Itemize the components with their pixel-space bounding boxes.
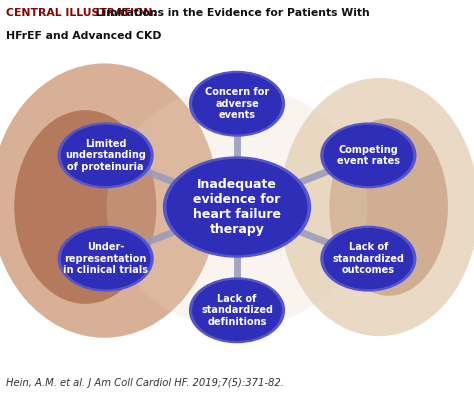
Text: Under-
representation
in clinical trials: Under- representation in clinical trials — [63, 242, 148, 275]
Circle shape — [62, 229, 150, 289]
Circle shape — [324, 125, 412, 185]
Text: Hein, A.M. et al. J Am Coll Cardiol HF. 2019;7(5):371-82.: Hein, A.M. et al. J Am Coll Cardiol HF. … — [6, 378, 284, 388]
Circle shape — [190, 278, 284, 343]
Text: Concern for
adverse
events: Concern for adverse events — [205, 87, 269, 120]
Ellipse shape — [280, 78, 474, 336]
Circle shape — [193, 74, 281, 134]
Circle shape — [190, 71, 284, 136]
Text: Limited
understanding
of proteinuria: Limited understanding of proteinuria — [65, 139, 146, 172]
Ellipse shape — [329, 118, 448, 296]
Text: Inadequate
evidence for
heart failure
therapy: Inadequate evidence for heart failure th… — [193, 178, 281, 236]
Circle shape — [62, 125, 150, 185]
Circle shape — [166, 158, 308, 256]
Text: Lack of
standardized
definitions: Lack of standardized definitions — [201, 294, 273, 327]
Circle shape — [193, 280, 281, 340]
Circle shape — [167, 160, 307, 254]
Ellipse shape — [107, 86, 367, 328]
Ellipse shape — [0, 64, 218, 338]
Text: HFrEF and Advanced CKD: HFrEF and Advanced CKD — [6, 31, 162, 40]
Text: CENTRAL ILLUSTRATION:: CENTRAL ILLUSTRATION: — [6, 8, 157, 18]
Circle shape — [58, 226, 153, 291]
Circle shape — [164, 157, 310, 257]
Ellipse shape — [14, 110, 156, 304]
Text: Limitations in the Evidence for Patients With: Limitations in the Evidence for Patients… — [92, 8, 370, 18]
Circle shape — [58, 123, 153, 188]
Circle shape — [321, 123, 416, 188]
Text: Lack of
standardized
outcomes: Lack of standardized outcomes — [332, 242, 404, 275]
Circle shape — [321, 226, 416, 291]
Text: Competing
event rates: Competing event rates — [337, 145, 400, 166]
Circle shape — [324, 229, 412, 289]
